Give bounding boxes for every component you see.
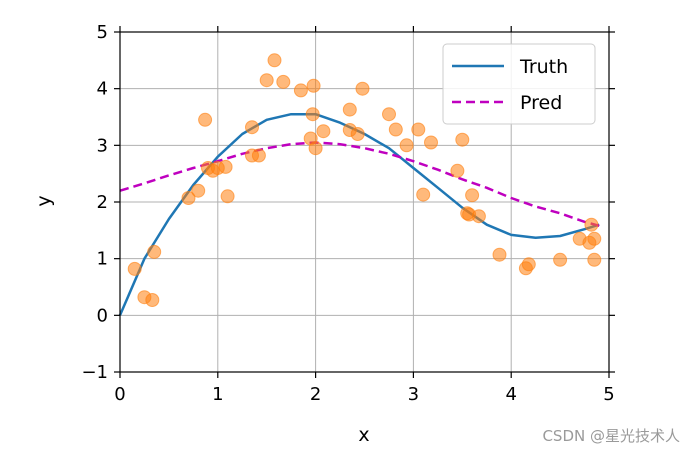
x-tick-label: 5	[603, 384, 614, 405]
scatter-point	[316, 124, 331, 139]
scatter-layer	[127, 53, 602, 307]
y-tick-label: 2	[97, 192, 108, 213]
legend: Truth Pred	[442, 43, 596, 125]
scatter-point	[424, 135, 438, 150]
scatter-point	[587, 252, 602, 267]
x-axis-label: x	[358, 424, 369, 446]
scatter-point	[382, 107, 396, 122]
scatter-point	[355, 81, 370, 96]
scatter-point	[181, 191, 196, 205]
x-tick-label: 2	[310, 384, 321, 405]
scatter-point	[450, 163, 465, 178]
scatter-point	[388, 122, 403, 137]
y-tick-label: 3	[97, 135, 108, 156]
y-tick-label: −1	[81, 362, 108, 383]
scatter-point	[145, 293, 160, 307]
scatter-point	[521, 257, 536, 272]
y-tick-label: 4	[97, 79, 108, 100]
x-tick-label: 1	[212, 384, 223, 405]
scatter-point	[276, 74, 291, 89]
y-tick-label: 0	[97, 305, 108, 326]
y-axis-label: y	[33, 195, 55, 206]
x-tick-label: 4	[505, 384, 516, 405]
scatter-point	[147, 244, 162, 259]
scatter-point	[350, 127, 365, 141]
scatter-point	[198, 112, 213, 127]
scatter-point	[267, 53, 282, 68]
scatter-point	[127, 261, 142, 276]
ticks: 0 1 2 3 4 5 −1 0 1 2 3 4 5	[81, 22, 615, 405]
scatter-point	[259, 73, 274, 88]
scatter-point	[218, 159, 233, 174]
scatter-point	[191, 183, 206, 198]
y-tick-label: 1	[97, 249, 108, 270]
watermark: CSDN @星光技术人	[542, 427, 680, 445]
scatter-point	[411, 122, 426, 137]
scatter-point	[342, 102, 357, 117]
scatter-point	[220, 189, 235, 204]
scatter-point	[455, 132, 470, 147]
x-tick-label: 3	[408, 384, 419, 405]
scatter-point	[306, 78, 321, 93]
scatter-point	[251, 148, 266, 163]
x-tick-label: 0	[114, 384, 125, 405]
scatter-point	[553, 252, 568, 267]
scatter-point	[416, 187, 431, 202]
legend-label-pred: Pred	[520, 92, 562, 114]
scatter-point	[308, 141, 323, 156]
y-tick-label: 5	[97, 22, 108, 43]
scatter-point	[492, 247, 507, 262]
scatter-point	[471, 209, 486, 224]
scatter-point	[293, 83, 308, 98]
scatter-point	[584, 217, 599, 232]
scatter-point	[465, 188, 480, 203]
legend-box	[442, 43, 596, 125]
scatter-point	[245, 120, 259, 135]
scatter-point	[305, 107, 320, 122]
scatter-point	[399, 138, 414, 153]
legend-label-truth: Truth	[519, 56, 568, 78]
scatter-point	[587, 231, 602, 246]
